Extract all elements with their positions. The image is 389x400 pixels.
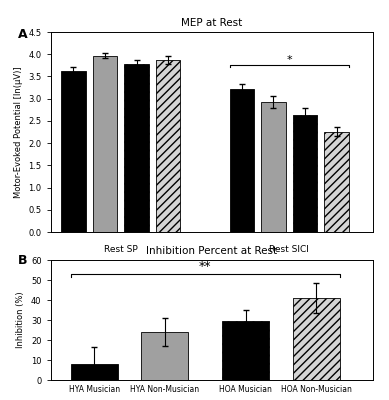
Y-axis label: Inhibition (%): Inhibition (%) [16,292,25,348]
Bar [141,332,188,380]
Text: A: A [18,28,28,41]
Bar [324,132,349,232]
Bar [222,321,269,380]
Title: Inhibition Percent at Rest: Inhibition Percent at Rest [146,246,278,256]
Bar [156,60,180,232]
Title: MEP at Rest: MEP at Rest [181,18,243,28]
Text: Rest SICI: Rest SICI [269,245,309,254]
Text: Rest SP: Rest SP [104,245,138,254]
Y-axis label: Motor-Evoked Potential [ln(µV)]: Motor-Evoked Potential [ln(µV)] [14,66,23,198]
Legend: HYA Musician, HYA Non-Musician, HOA Musician, HOA Non-Musician: HYA Musician, HYA Non-Musician, HOA Musi… [96,267,328,277]
Bar [230,89,254,232]
Text: **: ** [199,260,212,274]
Bar [261,102,286,232]
Bar [61,71,86,232]
Bar [293,298,340,380]
Bar [124,64,149,232]
Text: *: * [286,55,292,65]
Text: B: B [18,254,28,267]
Bar [293,115,317,232]
Bar [93,56,117,232]
Bar [71,364,118,380]
